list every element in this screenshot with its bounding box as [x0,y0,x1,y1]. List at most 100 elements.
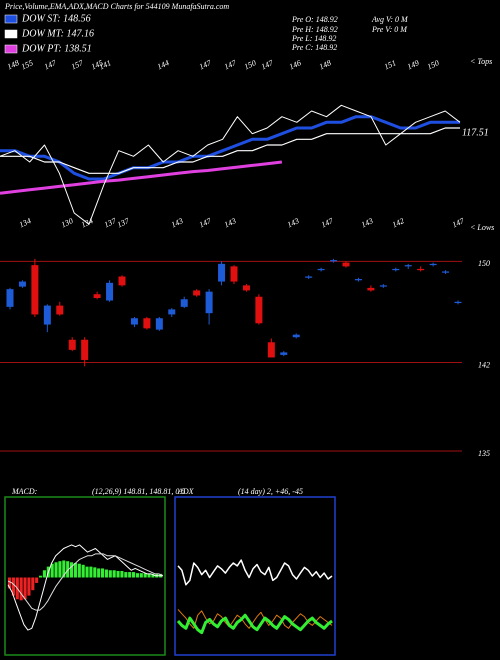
candle-body [429,263,437,266]
candle-body [118,276,126,286]
histogram-bar [143,573,147,578]
histogram-bar [112,570,116,578]
candle-body [404,265,412,267]
histogram-bar [89,566,93,578]
tops-label: < Tops [470,57,492,66]
histogram-bar [23,577,27,600]
annotation: 117.51 [462,127,489,138]
histogram-bar [66,561,70,578]
candle-body [417,268,425,271]
stat: Avg V: 0 M [371,15,409,24]
candle-body [218,263,226,282]
candle-body [193,290,201,296]
adx-line [177,559,333,586]
histogram-bar [85,566,89,578]
adx-line [176,613,333,635]
histogram-bar [132,572,136,578]
histogram-bar [58,561,62,578]
price-line [0,115,460,181]
candle-body [143,318,151,329]
histogram-bar [73,563,77,578]
candle-body [68,339,76,350]
candle-body [56,305,64,315]
candle-body [81,339,89,360]
histogram-bar [120,570,124,578]
candle-body [242,285,250,291]
histogram-bar [50,563,54,578]
histogram-bar [8,577,12,589]
panel-title: ADX [177,487,195,496]
price-line [0,160,283,195]
macd-line [7,544,163,631]
histogram-bar [116,570,120,578]
histogram-bar [81,564,85,578]
y-tick-label: 142 [478,360,490,369]
legend-label: DOW ST: 148.56 [21,13,91,24]
candle-body [31,265,39,315]
histogram-bar [124,572,128,578]
stat: Pre H: 148.92 [291,25,338,34]
histogram-bar [101,568,105,578]
histogram-bar [77,563,81,578]
candle-body [354,279,362,281]
candle-body [106,282,114,301]
stat: Pre C: 148.92 [291,43,337,52]
candle-body [442,271,450,273]
panel-title: MACD: [11,487,38,496]
histogram-bar [108,570,112,578]
candle-body [342,262,350,267]
y-tick-label: 150 [478,259,490,268]
candle-body [230,266,238,282]
macd-line [7,553,164,611]
price-line [0,104,461,225]
histogram-bar [27,577,31,596]
y-tick-label: 135 [478,449,490,458]
histogram-bar [42,570,46,578]
histogram-bar [39,575,43,578]
candle-body [205,291,213,314]
candle-body [317,268,325,271]
histogram-bar [151,573,155,578]
lows-label: < Lows [470,223,494,232]
legend-label: DOW MT: 147.16 [21,28,94,39]
candle-body [18,281,26,287]
histogram-bar [93,567,97,578]
legend-swatch [4,44,18,54]
panel-subtitle: (12,26,9) 148.81, 148.81, 0.5 [92,487,185,496]
candle-body [130,318,138,325]
candle-body [180,299,188,307]
candle-body [155,318,163,330]
candle-body [392,268,400,271]
candle-body [292,334,300,338]
price-line [0,127,460,174]
candle-body [168,309,176,315]
candle-body [330,260,338,262]
candle-body [367,287,375,291]
histogram-bar [147,573,151,578]
candle-body [280,352,288,355]
histogram-bar [31,577,35,591]
candle-body [43,305,51,325]
candle-body [267,342,275,358]
histogram-bar [139,573,143,578]
histogram-bar [11,577,15,596]
candle-body [93,294,101,298]
legend-label: DOW PT: 138.51 [21,43,92,54]
histogram-bar [54,562,58,578]
histogram-bar [19,577,23,601]
histogram-bar [97,568,101,578]
candle-body [305,276,313,278]
candle-body [379,285,387,287]
stat: Pre V: 0 M [371,25,408,34]
stat: Pre L: 148.92 [291,34,336,43]
histogram-bar [135,573,139,578]
histogram-bar [128,572,132,578]
histogram-bar [35,577,39,583]
candle-body [6,289,14,307]
stat: Pre O: 148.92 [291,15,338,24]
histogram-bar [70,562,74,578]
candle-body [454,301,462,304]
legend-swatch [4,29,18,39]
